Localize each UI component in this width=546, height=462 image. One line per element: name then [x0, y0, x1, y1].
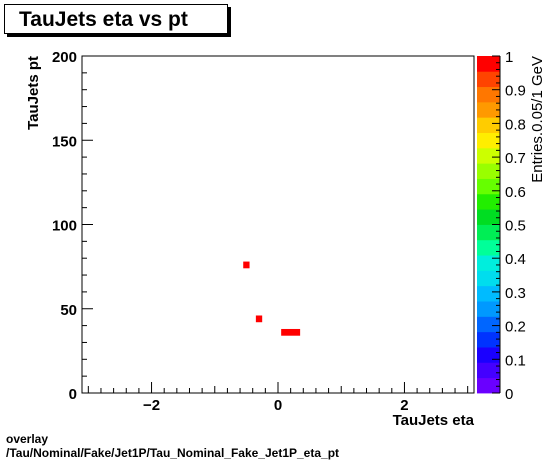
color-scale-band — [477, 56, 500, 72]
color-scale-band — [477, 71, 500, 88]
color-scale-band — [477, 377, 500, 394]
color-scale-band — [477, 132, 500, 149]
color-scale-band — [477, 331, 500, 348]
z-axis-label: Entries.0.05/1 GeV — [529, 56, 546, 183]
heatmap-cell-0 — [243, 261, 250, 269]
heatmap-cells — [243, 261, 301, 336]
z-tick-label: 0.2 — [505, 319, 526, 336]
z-tick-label: 0.5 — [505, 218, 526, 235]
color-scale-band — [477, 301, 500, 317]
y-tick-label: 200 — [52, 49, 77, 66]
z-tick-label: 0.8 — [505, 116, 526, 133]
z-tick-label: 0.3 — [505, 285, 526, 302]
x-tick-label: −2 — [143, 397, 160, 414]
footer-caption: overlay /Tau/Nominal/Fake/Jet1P/Tau_Nomi… — [6, 432, 339, 460]
color-scale-band — [477, 316, 500, 333]
color-scale-band — [477, 117, 500, 133]
heatmap-cell-1 — [255, 315, 263, 323]
x-tick-label: 2 — [400, 397, 408, 414]
y-axis-label: TauJets pt — [25, 56, 42, 130]
z-tick-label: 0.7 — [505, 150, 526, 167]
color-scale-band — [477, 285, 500, 302]
y-tick-label: 100 — [52, 218, 77, 235]
x-tick-label: 0 — [274, 397, 282, 414]
footer-line-path: /Tau/Nominal/Fake/Jet1P/Tau_Nominal_Fake… — [6, 446, 340, 460]
color-scale-band — [477, 86, 500, 103]
color-scale-band — [477, 347, 500, 363]
x-axis: −2 0 2 — [87, 382, 469, 414]
color-scale-band — [477, 255, 500, 271]
y-tick-label: 0 — [69, 386, 77, 403]
color-scale-band — [477, 101, 500, 118]
z-tick-label: 0.6 — [505, 184, 526, 201]
x-axis-label: TauJets eta — [393, 412, 475, 429]
z-tick-label: 0.9 — [505, 83, 526, 100]
color-scale-bar: 0 0.1 0.2 0.3 0.4 0.5 0.6 0.7 0.8 0.9 1 — [477, 49, 526, 403]
color-scale-band — [477, 239, 500, 256]
title-box: TauJets eta vs pt — [4, 4, 228, 34]
color-scale-band — [477, 270, 500, 287]
y-axis: 0 50 100 150 200 — [52, 49, 93, 403]
y-tick-label: 50 — [60, 302, 77, 319]
color-scale-band — [477, 147, 500, 164]
color-scale-band — [477, 224, 500, 241]
color-scale-band — [477, 193, 500, 210]
heatmap-cell-2 — [281, 328, 301, 336]
plot-frame — [81, 55, 475, 394]
z-tick-label: 0.1 — [505, 352, 526, 369]
chart-title: TauJets eta vs pt — [19, 8, 188, 31]
z-tick-label: 0.4 — [505, 251, 526, 268]
color-scale-band — [477, 209, 500, 225]
y-tick-label: 150 — [52, 133, 77, 150]
color-scale-band — [477, 362, 500, 379]
z-tick-label: 1 — [505, 49, 513, 66]
z-tick-label: 0 — [505, 386, 513, 403]
color-scale-band — [477, 163, 500, 179]
color-scale-band — [477, 178, 500, 195]
footer-line-overlay: overlay — [6, 432, 49, 446]
